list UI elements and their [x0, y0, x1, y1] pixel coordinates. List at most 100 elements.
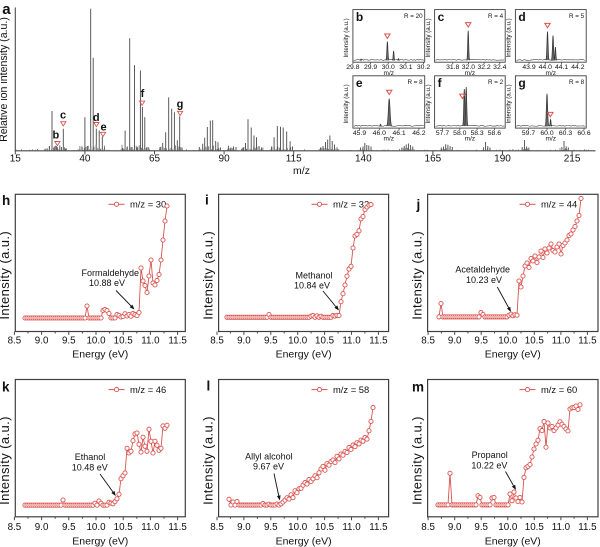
svg-text:30.0: 30.0 — [382, 64, 395, 71]
svg-text:11.5: 11.5 — [578, 335, 597, 346]
svg-text:29.9: 29.9 — [364, 64, 377, 71]
svg-text:11.5: 11.5 — [369, 522, 388, 533]
svg-text:8.5: 8.5 — [210, 522, 224, 533]
svg-text:m/z: m/z — [546, 136, 556, 143]
svg-text:c: c — [438, 10, 445, 24]
svg-text:32.4: 32.4 — [493, 64, 506, 71]
svg-text:30.2: 30.2 — [417, 64, 430, 71]
svg-text:Intensity (a.u.): Intensity (a.u.) — [200, 416, 215, 505]
svg-text:10.5: 10.5 — [525, 522, 545, 533]
svg-text:46.0: 46.0 — [373, 130, 386, 137]
svg-text:9.0: 9.0 — [448, 522, 462, 533]
svg-text:m/z = 58: m/z = 58 — [333, 384, 369, 395]
svg-text:R = 8: R = 8 — [569, 79, 585, 86]
svg-text:10.22 eV: 10.22 eV — [471, 461, 507, 471]
svg-text:11.0: 11.0 — [141, 335, 160, 346]
svg-text:Acetaldehyde: Acetaldehyde — [455, 265, 510, 275]
svg-text:30.1: 30.1 — [399, 64, 412, 71]
svg-text:d: d — [518, 10, 525, 24]
svg-text:Formaldehyde: Formaldehyde — [82, 268, 140, 278]
svg-text:Intensity (a.u.): Intensity (a.u.) — [343, 84, 350, 123]
svg-text:10.5: 10.5 — [315, 522, 335, 533]
svg-text:R = 4: R = 4 — [488, 13, 504, 20]
svg-text:Propanol: Propanol — [472, 450, 508, 460]
svg-text:m/z = 32: m/z = 32 — [333, 199, 369, 210]
svg-text:Energy (eV): Energy (eV) — [72, 349, 128, 361]
svg-text:215: 215 — [564, 153, 581, 164]
svg-text:m: m — [412, 380, 424, 395]
svg-text:9.5: 9.5 — [474, 335, 488, 346]
svg-text:9.0: 9.0 — [237, 335, 251, 346]
svg-text:m/z = 60: m/z = 60 — [541, 384, 577, 395]
svg-text:11.0: 11.0 — [141, 522, 160, 533]
svg-text:e: e — [101, 122, 107, 134]
svg-text:j: j — [416, 197, 421, 212]
svg-text:8.5: 8.5 — [210, 335, 224, 346]
svg-text:9.5: 9.5 — [62, 522, 76, 533]
svg-text:m/z: m/z — [465, 70, 475, 77]
svg-text:58.3: 58.3 — [470, 130, 483, 137]
svg-text:9.5: 9.5 — [62, 335, 76, 346]
svg-text:165: 165 — [425, 153, 442, 164]
svg-text:Energy (eV): Energy (eV) — [485, 349, 541, 361]
svg-text:11.0: 11.0 — [342, 522, 361, 533]
svg-text:f: f — [438, 76, 443, 90]
svg-text:44.1: 44.1 — [555, 64, 568, 71]
svg-text:8.5: 8.5 — [421, 335, 435, 346]
svg-text:Energy (eV): Energy (eV) — [72, 536, 128, 547]
svg-text:29.8: 29.8 — [346, 64, 359, 71]
svg-text:Intensity (a.u.): Intensity (a.u.) — [0, 416, 12, 505]
svg-text:Allyl alcohol: Allyl alcohol — [245, 451, 293, 461]
svg-text:9.5: 9.5 — [264, 335, 278, 346]
svg-text:32.0: 32.0 — [462, 64, 475, 71]
svg-text:10.0: 10.0 — [288, 522, 308, 533]
svg-text:10.0: 10.0 — [288, 335, 308, 346]
svg-text:Methanol: Methanol — [295, 270, 332, 280]
svg-text:g: g — [177, 98, 184, 110]
svg-text:i: i — [205, 193, 209, 208]
svg-text:9.0: 9.0 — [237, 522, 251, 533]
svg-text:115: 115 — [286, 153, 302, 164]
svg-text:43.9: 43.9 — [522, 64, 535, 71]
svg-text:10.88 eV: 10.88 eV — [89, 278, 125, 288]
svg-text:Energy (eV): Energy (eV) — [276, 349, 332, 361]
svg-text:m/z: m/z — [384, 70, 394, 77]
svg-text:46.1: 46.1 — [392, 130, 405, 137]
svg-text:8.5: 8.5 — [8, 335, 22, 346]
svg-text:Energy (eV): Energy (eV) — [276, 536, 332, 547]
svg-text:9.0: 9.0 — [35, 335, 49, 346]
svg-text:Intensity (a.u.): Intensity (a.u.) — [425, 84, 432, 123]
svg-text:Intensity (a.u.): Intensity (a.u.) — [425, 18, 432, 57]
svg-text:45.9: 45.9 — [353, 130, 366, 137]
svg-text:10.0: 10.0 — [86, 335, 106, 346]
svg-text:58.6: 58.6 — [488, 130, 501, 137]
svg-text:10.5: 10.5 — [315, 335, 335, 346]
svg-text:10.5: 10.5 — [525, 335, 545, 346]
svg-text:40: 40 — [79, 153, 91, 164]
svg-text:Energy (eV): Energy (eV) — [485, 536, 541, 547]
svg-text:11.0: 11.0 — [552, 335, 571, 346]
svg-text:60.6: 60.6 — [577, 130, 590, 137]
svg-text:10.84 eV: 10.84 eV — [294, 281, 330, 291]
svg-text:10.23 eV: 10.23 eV — [466, 275, 502, 285]
svg-text:Intensity (a.u.): Intensity (a.u.) — [409, 231, 424, 320]
svg-text:g: g — [518, 76, 525, 90]
svg-text:b: b — [53, 130, 60, 142]
svg-text:Intensity (a.u.): Intensity (a.u.) — [409, 416, 424, 505]
svg-text:46.2: 46.2 — [412, 130, 425, 137]
svg-text:58.0: 58.0 — [453, 130, 466, 137]
svg-text:44.2: 44.2 — [571, 64, 584, 71]
svg-text:l: l — [207, 379, 211, 394]
svg-text:R = 20: R = 20 — [404, 13, 423, 20]
svg-text:59.7: 59.7 — [522, 130, 535, 137]
svg-text:m/z = 46: m/z = 46 — [130, 384, 166, 395]
svg-text:m/z: m/z — [546, 70, 556, 77]
svg-text:10.0: 10.0 — [498, 335, 518, 346]
svg-text:11.5: 11.5 — [369, 335, 388, 346]
svg-text:k: k — [2, 380, 10, 395]
svg-text:10.0: 10.0 — [86, 522, 106, 533]
svg-text:11.0: 11.0 — [552, 522, 571, 533]
svg-text:10.5: 10.5 — [114, 522, 134, 533]
svg-text:d: d — [93, 112, 100, 124]
svg-text:11.5: 11.5 — [578, 522, 597, 533]
